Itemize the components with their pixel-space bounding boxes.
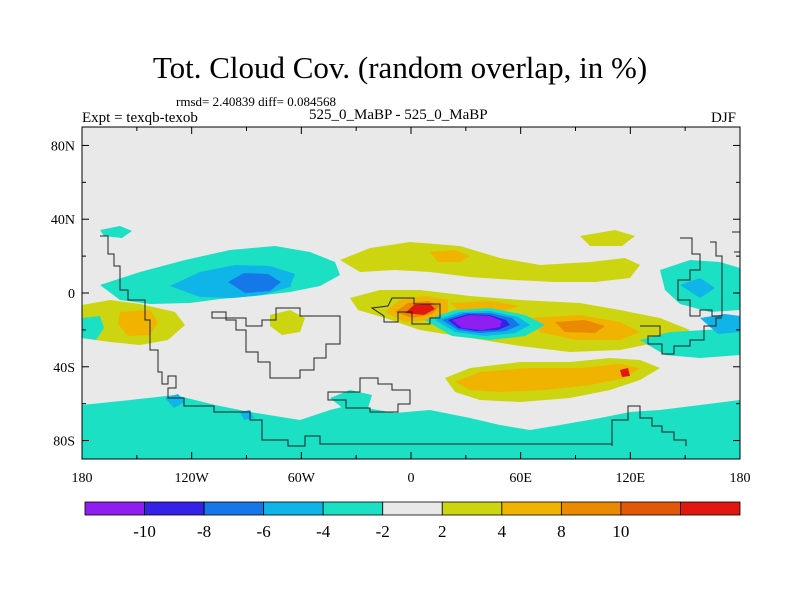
contour-teal-sa-east bbox=[330, 390, 372, 410]
colorbar-swatch bbox=[84, 501, 145, 516]
contour-teal-southern-band bbox=[82, 395, 740, 459]
case-label: 525_0_MaBP - 525_0_MaBP bbox=[309, 107, 488, 123]
colorbar-label: 8 bbox=[557, 522, 566, 541]
contour-fields bbox=[82, 226, 740, 459]
coastline-americas bbox=[100, 235, 312, 447]
colorbar: -10 -8 -6 -4 -2 2 4 8 10 bbox=[84, 501, 741, 541]
y-tick-label: 40N bbox=[51, 213, 75, 228]
coastline-africa bbox=[370, 297, 441, 325]
contour-blue-western-core bbox=[228, 273, 281, 293]
y-tick-label: 0 bbox=[68, 287, 75, 302]
contour-orange-atlantic-strip bbox=[450, 301, 520, 312]
contour-yellow-south-america bbox=[270, 310, 305, 335]
rmsd-diff-stats: rmsd= 2.40839 diff= 0.084568 bbox=[176, 94, 336, 109]
axis-labels: 180 120W 60W 0 60E 120E 180 80N 40N 0 40S 80S bbox=[51, 139, 751, 486]
colorbar-label: 10 bbox=[612, 522, 629, 541]
colorbar-label: -4 bbox=[316, 522, 331, 541]
experiment-label: Expt = texqb-texob bbox=[82, 110, 198, 126]
coastline-east-edge bbox=[732, 231, 740, 253]
contour-cyan-east-south bbox=[700, 314, 740, 334]
colorbar-label: -6 bbox=[257, 522, 271, 541]
coastline-australia bbox=[640, 317, 722, 355]
axis-ticks bbox=[81, 127, 741, 459]
x-tick-label: 120W bbox=[175, 471, 210, 486]
coastline-south-africa bbox=[327, 377, 411, 413]
x-tick-label: 0 bbox=[408, 471, 415, 486]
contour-orange-west-tropics bbox=[118, 310, 158, 336]
contour-orange-south-band bbox=[455, 364, 640, 392]
colorbar-swatch bbox=[560, 501, 622, 516]
x-tick-label: 180 bbox=[72, 471, 93, 486]
contour-red-south-spot bbox=[620, 368, 630, 377]
colorbar-label: -10 bbox=[133, 522, 156, 541]
colorbar-swatch bbox=[382, 501, 443, 516]
x-tick-label: 60W bbox=[288, 471, 316, 486]
colorbar-label: 2 bbox=[438, 522, 447, 541]
colorbar-label: -8 bbox=[197, 522, 211, 541]
colorbar-label: -2 bbox=[376, 522, 390, 541]
map-title: Tot. Cloud Cov. (random overlap, in %) bbox=[152, 50, 648, 85]
colorbar-swatch bbox=[322, 501, 384, 516]
x-tick-label: 60E bbox=[509, 471, 532, 486]
coastlines bbox=[100, 231, 740, 447]
colorbar-label: 4 bbox=[498, 522, 507, 541]
contour-teal-nw-patch bbox=[100, 226, 132, 238]
x-tick-label: 120E bbox=[616, 471, 646, 486]
colorbar-swatch bbox=[501, 501, 562, 516]
y-tick-label: 80N bbox=[51, 139, 75, 154]
contour-yellow-north-band bbox=[340, 242, 640, 282]
colorbar-swatch bbox=[263, 501, 324, 516]
contour-purple-core bbox=[452, 315, 502, 330]
map-panel bbox=[81, 126, 741, 460]
contour-yellow-ne-patch bbox=[580, 230, 635, 246]
colorbar-swatch bbox=[203, 501, 265, 516]
season-label: DJF bbox=[711, 110, 737, 126]
contour-cyan-east-pacific bbox=[680, 278, 715, 298]
colorbar-swatch bbox=[620, 501, 681, 516]
colorbar-swatch bbox=[144, 501, 205, 516]
coastline-antarctica bbox=[611, 405, 687, 446]
contour-teal-dateline-west bbox=[82, 316, 104, 340]
colorbar-swatch bbox=[441, 501, 503, 516]
contour-orange-north-band bbox=[430, 250, 470, 262]
contour-dark-orange-equatorial bbox=[555, 320, 605, 333]
coastline-south-america bbox=[211, 307, 341, 379]
coastline-south-base bbox=[312, 435, 612, 445]
x-tick-label: 180 bbox=[730, 471, 751, 486]
coastline-asia-east bbox=[677, 237, 723, 317]
y-tick-label: 80S bbox=[53, 435, 75, 450]
colorbar-swatch bbox=[680, 501, 741, 516]
y-tick-label: 40S bbox=[53, 361, 75, 376]
